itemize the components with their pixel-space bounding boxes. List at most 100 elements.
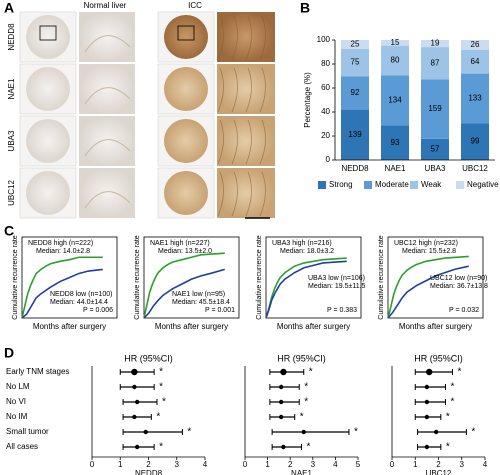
series-label: NEDD8 low (n=100): [50, 291, 112, 298]
tissue-detail: [84, 35, 131, 53]
x-tick-label: 5: [356, 460, 361, 469]
y-axis-title: Cumulative recurrence rate: [256, 235, 263, 320]
plot-frame: [387, 236, 484, 319]
significance: *: [300, 412, 304, 423]
hr-point: [301, 429, 306, 435]
x-tick-label: 0: [90, 460, 95, 469]
significance: *: [156, 412, 160, 423]
segment-count: 26: [471, 40, 480, 49]
zoom-box: [177, 25, 195, 41]
tissue-detail: [259, 15, 266, 61]
plot-frame: [265, 236, 362, 319]
x-tick-label: 3: [175, 460, 180, 469]
row-label: Early TNM stages: [6, 367, 69, 376]
x-tick-label: 4: [333, 460, 338, 469]
significance: *: [446, 442, 450, 453]
bar-segment: [381, 75, 409, 126]
segment-count: 134: [388, 95, 402, 104]
significance: *: [159, 367, 163, 378]
hr-point: [143, 429, 148, 435]
hr-point: [131, 368, 138, 376]
plot-frame: [143, 236, 240, 319]
series-label: NEDD8 high (n=222): [28, 240, 93, 247]
image-tile: [217, 64, 275, 114]
panel-label: C: [4, 223, 14, 239]
curve: [143, 268, 225, 319]
image-tile: [79, 12, 135, 62]
bar-segment: [381, 125, 409, 160]
tissue-detail: [259, 119, 266, 165]
tissue-detail: [231, 171, 238, 217]
x-tick-label: 2: [288, 460, 293, 469]
significance: *: [304, 397, 308, 408]
p-value: P = 0.001: [205, 307, 235, 314]
bar-segment: [421, 47, 449, 80]
segment-count: 15: [391, 38, 400, 47]
y-axis-title: Cumulative recurrence rate: [378, 235, 385, 320]
bar-segment: [421, 40, 449, 48]
tissue-core: [164, 67, 208, 111]
series-label: UBA3 low (n=106): [308, 275, 365, 282]
hr-point: [424, 384, 430, 390]
segment-count: 99: [471, 137, 480, 146]
p-value: P = 0.006: [83, 307, 113, 314]
x-tick-label: 3: [311, 460, 316, 469]
tissue-detail: [231, 67, 238, 113]
row-label: UBC12: [7, 180, 16, 206]
tissue-detail: [245, 15, 252, 61]
panel-label: B: [300, 0, 310, 16]
hr-point: [424, 399, 430, 405]
legend-swatch: [318, 181, 326, 189]
bar-segment: [341, 49, 369, 77]
bar-segment: [421, 79, 449, 139]
significance: *: [457, 367, 461, 378]
significance: *: [450, 382, 454, 393]
tissue-core: [164, 119, 208, 163]
hr-point: [278, 384, 284, 390]
segment-count: 92: [351, 88, 360, 97]
segment-count: 139: [348, 130, 362, 139]
significance: *: [354, 427, 358, 438]
tissue-detail: [245, 119, 252, 165]
series-median: Median: 44.0±14.4: [50, 299, 108, 306]
tissue-core: [164, 15, 208, 59]
hr-point: [426, 368, 433, 376]
tissue-detail: [245, 67, 252, 113]
segment-count: 87: [431, 58, 440, 67]
segment-count: 80: [391, 56, 400, 65]
tissue-detail: [259, 67, 266, 113]
bar-segment: [381, 40, 409, 46]
series-median: Median: 19.5±11.5: [308, 283, 366, 290]
hr-point: [132, 414, 137, 420]
hr-point: [281, 444, 286, 450]
image-tile: [79, 168, 135, 218]
x-tick-label: 0: [243, 460, 248, 469]
x-axis-title: NEDD8: [135, 469, 163, 475]
series-median: Median: 14.0±2.8: [36, 248, 90, 255]
legend-label: Negative: [467, 180, 499, 189]
y-tick-label: 60: [321, 83, 330, 92]
row-label: UBA3: [7, 130, 16, 151]
p-value: P = 0.032: [449, 307, 479, 314]
hr-point: [278, 399, 284, 405]
p-value: P = 0.383: [327, 307, 357, 314]
tissue-core: [26, 15, 70, 59]
hr-point: [278, 414, 284, 420]
x-tick-label: 2: [146, 460, 151, 469]
bar-segment: [461, 49, 489, 74]
bar-segment: [461, 40, 489, 50]
tissue-detail: [231, 15, 238, 61]
x-tick-label: 4: [483, 460, 488, 469]
tissue-detail: [231, 119, 238, 165]
hr-point: [433, 429, 439, 435]
x-tick-label: 3: [460, 460, 465, 469]
x-tick-label: NAE1: [385, 164, 406, 173]
plot-frame: [21, 236, 118, 319]
x-axis-title: Months after surgery: [399, 322, 472, 331]
series-median: Median: 45.5±18.4: [172, 299, 230, 306]
series-median: Median: 15.5±2.8: [402, 248, 456, 255]
curve: [387, 265, 469, 319]
hr-point: [424, 414, 430, 420]
image-tile: [217, 168, 275, 218]
x-tick-label: 4: [203, 460, 208, 469]
